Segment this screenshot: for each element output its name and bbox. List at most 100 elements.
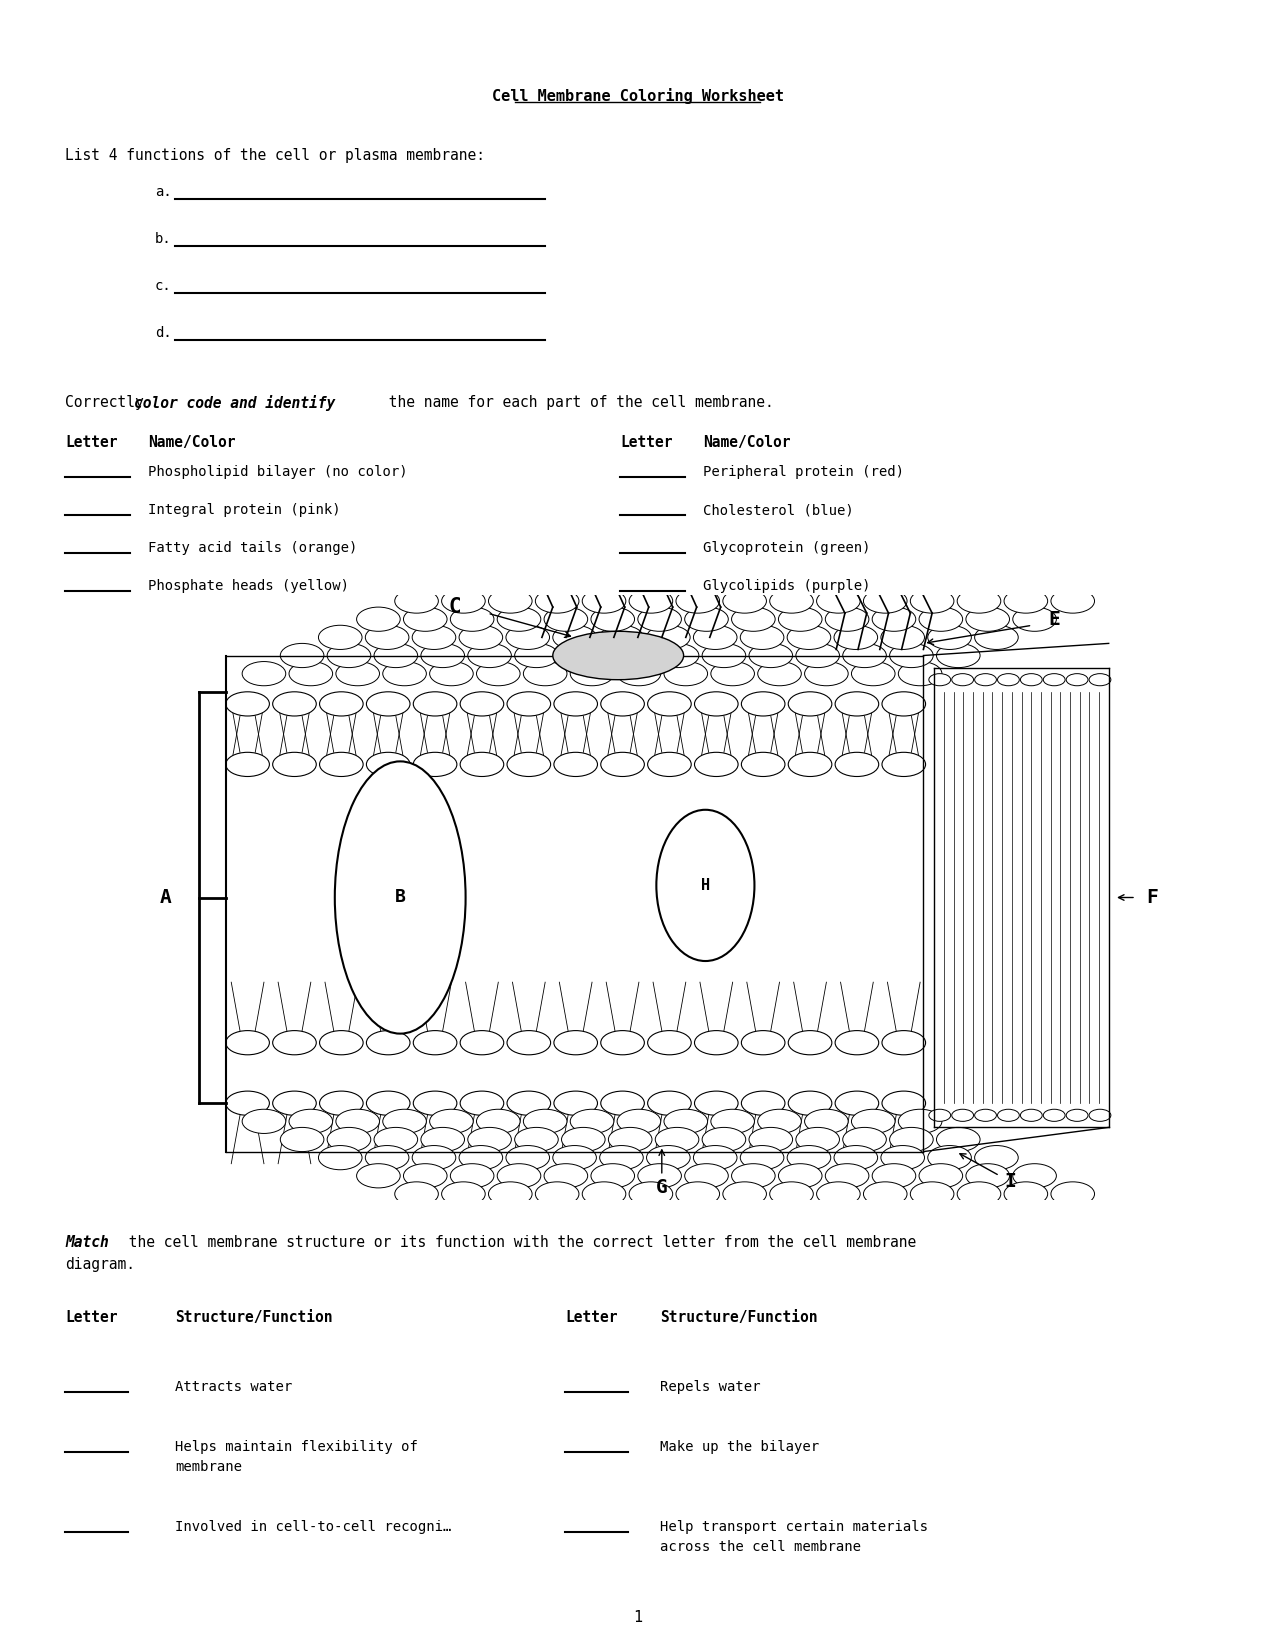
Circle shape (382, 662, 426, 686)
Circle shape (770, 589, 813, 614)
Circle shape (741, 691, 785, 716)
Text: c.: c. (156, 279, 172, 294)
Circle shape (958, 589, 1001, 614)
Circle shape (460, 691, 504, 716)
Circle shape (273, 752, 316, 777)
Circle shape (890, 1127, 933, 1152)
Circle shape (280, 644, 324, 668)
Circle shape (1020, 1109, 1042, 1122)
Circle shape (477, 1109, 520, 1134)
Circle shape (629, 1181, 673, 1206)
Text: Letter: Letter (65, 436, 117, 450)
Circle shape (966, 607, 1010, 632)
Circle shape (553, 625, 597, 650)
Ellipse shape (335, 761, 465, 1033)
Circle shape (328, 644, 371, 668)
Circle shape (910, 589, 954, 614)
Circle shape (695, 1091, 738, 1115)
Circle shape (788, 1031, 831, 1054)
Circle shape (570, 1109, 613, 1134)
Circle shape (834, 1145, 877, 1170)
Circle shape (366, 1031, 411, 1054)
Circle shape (788, 691, 831, 716)
Circle shape (395, 589, 439, 614)
Circle shape (646, 625, 690, 650)
Circle shape (816, 589, 861, 614)
Circle shape (770, 1181, 813, 1206)
Circle shape (561, 644, 606, 668)
Text: Integral protein (pink): Integral protein (pink) (148, 503, 340, 516)
Circle shape (468, 1127, 511, 1152)
Circle shape (289, 662, 333, 686)
Circle shape (523, 1109, 567, 1134)
Circle shape (703, 1127, 746, 1152)
Circle shape (507, 1031, 551, 1054)
Circle shape (655, 1127, 699, 1152)
Circle shape (788, 752, 831, 777)
Text: E: E (1048, 610, 1060, 629)
Text: Peripheral protein (red): Peripheral protein (red) (703, 465, 904, 478)
Circle shape (1012, 1163, 1057, 1188)
Circle shape (732, 1163, 775, 1188)
Text: Structure/Function: Structure/Function (175, 1310, 333, 1325)
Circle shape (450, 607, 493, 632)
Circle shape (835, 1091, 878, 1115)
Text: A: A (159, 888, 172, 908)
Ellipse shape (553, 632, 683, 680)
Text: C: C (449, 597, 462, 617)
Circle shape (997, 1109, 1019, 1122)
Circle shape (583, 1181, 626, 1206)
Circle shape (273, 1031, 316, 1054)
Text: the name for each part of the cell membrane.: the name for each part of the cell membr… (380, 394, 774, 409)
Circle shape (590, 607, 635, 632)
Circle shape (335, 662, 380, 686)
Circle shape (723, 589, 766, 614)
Circle shape (816, 1181, 861, 1206)
Circle shape (506, 625, 550, 650)
Circle shape (366, 752, 411, 777)
Circle shape (273, 1091, 316, 1115)
Circle shape (757, 1109, 801, 1134)
Circle shape (507, 752, 551, 777)
Circle shape (497, 607, 541, 632)
Circle shape (320, 1031, 363, 1054)
Circle shape (459, 1145, 502, 1170)
Circle shape (507, 1091, 551, 1115)
Circle shape (638, 607, 681, 632)
Circle shape (951, 1109, 974, 1122)
Circle shape (899, 1109, 942, 1134)
Text: Phospholipid bilayer (no color): Phospholipid bilayer (no color) (148, 465, 408, 478)
Ellipse shape (657, 810, 755, 960)
Circle shape (553, 691, 598, 716)
Circle shape (974, 1145, 1019, 1170)
Circle shape (515, 1127, 558, 1152)
Circle shape (1089, 1109, 1111, 1122)
Circle shape (617, 1109, 660, 1134)
Circle shape (694, 625, 737, 650)
Circle shape (757, 662, 801, 686)
Text: Involved in cell-to-cell recogni…: Involved in cell-to-cell recogni… (175, 1520, 451, 1534)
Circle shape (226, 691, 269, 716)
Circle shape (583, 589, 626, 614)
Circle shape (1020, 673, 1042, 686)
Circle shape (226, 1091, 269, 1115)
Text: diagram.: diagram. (65, 1257, 135, 1272)
Circle shape (561, 1127, 606, 1152)
Circle shape (1066, 1109, 1088, 1122)
Circle shape (421, 644, 464, 668)
Circle shape (899, 662, 942, 686)
Circle shape (412, 625, 455, 650)
Circle shape (289, 1109, 333, 1134)
Circle shape (382, 1109, 426, 1134)
Text: Help transport certain materials: Help transport certain materials (660, 1520, 928, 1534)
Circle shape (460, 1031, 504, 1054)
Circle shape (872, 607, 915, 632)
Circle shape (694, 1145, 737, 1170)
Circle shape (711, 1109, 755, 1134)
Circle shape (685, 607, 728, 632)
Circle shape (974, 1109, 997, 1122)
Circle shape (881, 625, 924, 650)
Circle shape (1066, 673, 1088, 686)
Circle shape (488, 589, 532, 614)
Circle shape (515, 644, 558, 668)
